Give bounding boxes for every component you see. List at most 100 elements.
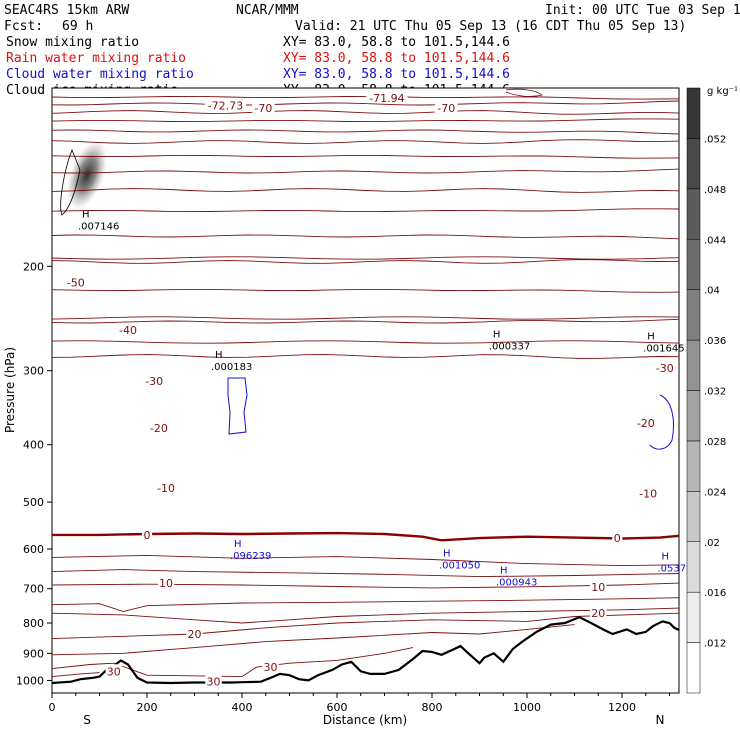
y-axis: 200 300 400 500 600 700 800 900 1000 xyxy=(16,260,52,687)
contour-label-bg xyxy=(186,627,203,640)
contour-label: -10 xyxy=(639,488,657,501)
model-title: SEAC4RS 15km ARW xyxy=(4,3,129,18)
cloud-water-contour-1300km xyxy=(649,394,674,450)
colorbar-tick-label: .052 xyxy=(704,134,726,145)
colorbar-tick-label: .012 xyxy=(704,639,726,650)
y-axis-label: Pressure (hPa) xyxy=(3,347,17,433)
contour-label-bg xyxy=(141,527,153,540)
contour-label-bg xyxy=(154,480,178,493)
terrain-profile xyxy=(51,615,680,685)
legend-entry-xy: XY= 83.0, 58.8 to 101.5,144.6 xyxy=(283,51,510,66)
colorbar-swatch xyxy=(686,390,701,442)
colorbar-swatch xyxy=(686,591,701,643)
contour-label: -20 xyxy=(637,417,655,430)
legend-entry-name: Cloud water mixing ratio xyxy=(6,67,194,82)
x-axis-label: Distance (km) xyxy=(323,713,407,727)
colorbar-tick-label: .024 xyxy=(704,487,726,498)
contour-label-bg xyxy=(634,416,658,429)
colorbar-tick-label: .036 xyxy=(704,336,726,347)
contour-label-bg xyxy=(366,91,408,104)
contour-label-bg xyxy=(434,100,458,113)
isotherm-upper xyxy=(51,139,680,144)
contour-label-bg xyxy=(147,421,171,434)
max-marker-h: H xyxy=(500,565,508,576)
contour-label-bg xyxy=(142,373,166,386)
temperature-contours xyxy=(51,95,680,678)
isotherm-upper xyxy=(51,118,680,123)
max-marker-h: H xyxy=(234,539,242,550)
contour-label-bg xyxy=(64,275,88,288)
legend-entry-xy: XY= 83.0, 58.8 to 101.5,144.6 xyxy=(283,67,510,82)
isotherm-upper xyxy=(51,354,680,359)
contour-label: -30 xyxy=(145,375,163,388)
colorbar-swatch xyxy=(686,289,701,341)
max-value-label: .001645 xyxy=(643,344,684,355)
legend-entry-name: Rain water mixing ratio xyxy=(6,51,186,66)
max-marker-h: H xyxy=(443,549,451,560)
contour-label: 30 xyxy=(107,665,121,678)
contour-label: -30 xyxy=(656,362,674,375)
upper-contour-cell xyxy=(505,88,543,97)
colorbar-tick-label: .048 xyxy=(704,185,726,196)
max-marker-h: H xyxy=(215,350,223,361)
isotherm-lower xyxy=(51,624,575,656)
y-tick-label: 700 xyxy=(23,583,44,596)
forecast-hours: 69 h xyxy=(62,19,93,34)
x-tick-label: 1200 xyxy=(608,701,636,714)
max-value-label: .000943 xyxy=(496,577,537,588)
contour-label: -71.94 xyxy=(369,92,404,105)
max-value-label: .053736 xyxy=(658,564,699,575)
isotherm-upper xyxy=(51,110,680,115)
isotherm-mid xyxy=(51,340,680,344)
max-value-label: .001050 xyxy=(439,561,480,572)
isotherm-lower xyxy=(51,554,680,567)
contour-label: 30 xyxy=(264,661,278,674)
isotherm-lower xyxy=(51,569,680,578)
x-axis: 0 200 400 600 800 1000 1200 xyxy=(49,693,670,714)
max-value-label: .096239 xyxy=(230,551,271,562)
contour-label: -70 xyxy=(254,102,272,115)
contour-label-bg xyxy=(590,579,607,592)
y-tick-label: 1000 xyxy=(16,674,44,687)
contour-label: 10 xyxy=(591,581,605,594)
colorbar-swatch xyxy=(686,239,701,290)
colorbar-swatch xyxy=(686,188,701,240)
contour-label-bg xyxy=(252,100,275,113)
y-tick-label: 900 xyxy=(23,647,44,660)
isotherm-lower xyxy=(51,597,680,612)
forecast-label: Fcst: xyxy=(4,19,43,34)
contour-label-bg xyxy=(590,606,607,619)
isotherm-upper xyxy=(51,318,680,324)
isotherm-upper xyxy=(51,100,680,106)
contour-label-bg xyxy=(612,531,623,544)
zero-isotherm xyxy=(52,531,680,542)
contour-label: 20 xyxy=(188,628,202,641)
contour-labels: -72.73 -70 -71.94 -70 -50 -40 -30 -30 -20 -20 -10 -… xyxy=(64,91,677,689)
north-end-label: N xyxy=(656,713,665,727)
contour-label: -40 xyxy=(119,324,137,337)
legend-entry-name: Snow mixing ratio xyxy=(6,35,139,50)
colorbar-unit: g kg⁻¹ xyxy=(707,86,738,97)
contour-label-bg xyxy=(105,664,122,677)
plot-area: H.007146H.000183H.000337H.001645H.096239… xyxy=(51,87,699,694)
max-value-label: .007146 xyxy=(78,221,119,232)
y-tick-label: 400 xyxy=(23,439,44,452)
isotherm-upper xyxy=(51,168,680,174)
contour-label: 0 xyxy=(614,532,621,545)
contour-label-bg xyxy=(636,486,660,499)
contour-label: -10 xyxy=(157,482,175,495)
max-marker-h: H xyxy=(647,332,655,343)
contour-label: 0 xyxy=(144,529,151,542)
colorbar-tick-label: .016 xyxy=(704,588,726,599)
colorbar-swatch xyxy=(686,138,701,190)
moisture-contours xyxy=(60,88,674,450)
isotherm-upper xyxy=(51,188,680,193)
contour-label: -70 xyxy=(437,102,455,115)
isotherm-lower xyxy=(51,612,680,640)
isotherm-mid xyxy=(51,316,680,320)
org-title: NCAR/MMM xyxy=(236,3,299,18)
colorbar-swatch xyxy=(686,440,701,492)
contour-label: 30 xyxy=(207,676,221,689)
contour-label-bg xyxy=(204,98,246,111)
colorbar-tick-label: .044 xyxy=(704,235,726,246)
